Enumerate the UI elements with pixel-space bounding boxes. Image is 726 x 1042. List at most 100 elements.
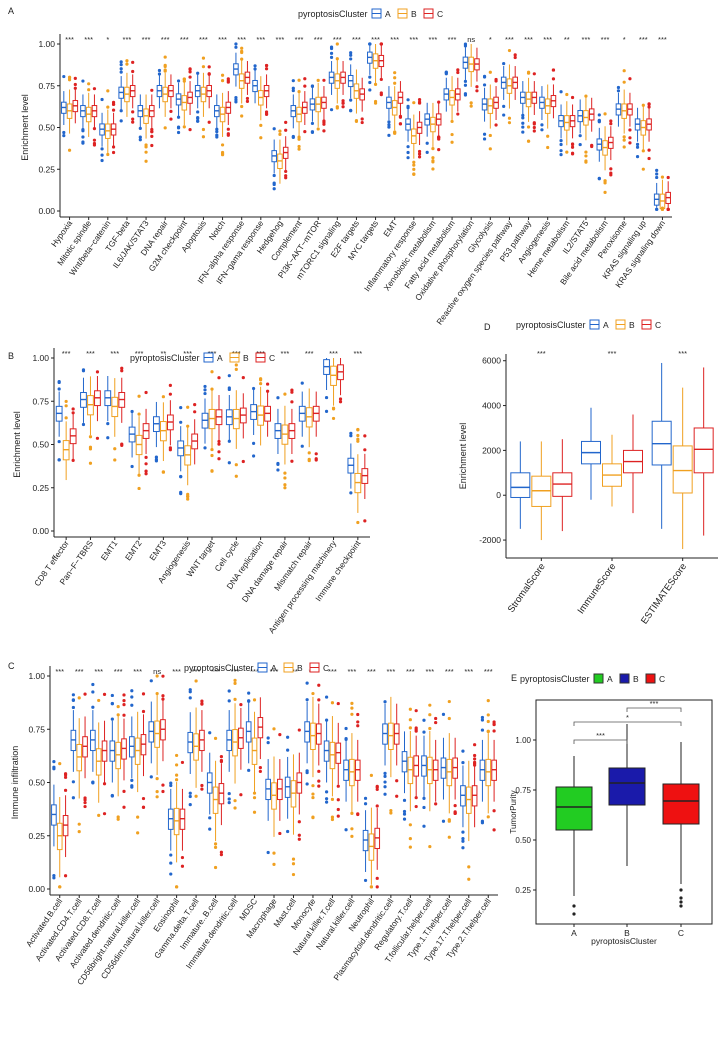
- outlier-point: [119, 63, 123, 67]
- legend-label-A: A: [603, 320, 609, 330]
- outlier-point: [316, 78, 320, 82]
- outlier-point: [252, 441, 256, 445]
- significance-label: ***: [183, 349, 192, 358]
- panel-label: D: [484, 322, 491, 332]
- outlier-point: [559, 149, 563, 153]
- outlier-point: [414, 796, 418, 800]
- outlier-point: [87, 82, 91, 86]
- significance-label: ***: [429, 35, 438, 44]
- outlier-point: [219, 754, 224, 759]
- outlier-point: [317, 769, 321, 773]
- outlier-point: [291, 79, 295, 83]
- outlier-point: [141, 796, 146, 801]
- outlier-point: [102, 692, 107, 696]
- y-tick-label: 1.00: [28, 671, 45, 681]
- outlier-point: [434, 802, 438, 806]
- outlier-point: [180, 864, 185, 868]
- outlier-point: [175, 778, 179, 782]
- y-tick-label: 0.75: [28, 724, 45, 734]
- outlier-point: [297, 837, 301, 841]
- outlier-point: [291, 134, 295, 139]
- outlier-point: [317, 683, 321, 687]
- outlier-point: [322, 78, 326, 82]
- outlier-point: [461, 839, 465, 843]
- outlier-point: [208, 731, 212, 735]
- outlier-point: [402, 817, 407, 821]
- outlier-point: [603, 112, 607, 116]
- outlier-point: [679, 904, 683, 908]
- outlier-point: [329, 51, 334, 55]
- outlier-point: [356, 520, 360, 525]
- outlier-point: [488, 147, 492, 151]
- outlier-point: [201, 127, 206, 132]
- outlier-point: [161, 470, 165, 474]
- y-tick-label: 1.00: [32, 353, 49, 363]
- outlier-point: [71, 693, 75, 697]
- y-tick-label: 0.25: [32, 483, 49, 493]
- panel-label: B: [8, 351, 14, 361]
- legend-label-A: A: [607, 674, 613, 684]
- outlier-point: [122, 805, 126, 809]
- outlier-point: [349, 53, 353, 57]
- y-axis-title: Immune infiltration: [10, 746, 20, 820]
- outlier-point: [182, 125, 186, 129]
- outlier-point: [408, 726, 412, 730]
- outlier-point: [609, 119, 613, 123]
- outlier-point: [215, 135, 219, 139]
- significance-label: ***: [135, 349, 144, 358]
- outlier-point: [486, 713, 490, 717]
- outlier-point: [106, 152, 110, 157]
- outlier-point: [71, 458, 75, 462]
- significance-label: ***: [276, 35, 285, 44]
- outlier-point: [456, 112, 460, 116]
- outlier-point: [447, 835, 451, 839]
- x-tick-label: ESTIMATEScore: [639, 561, 689, 626]
- outlier-point: [196, 116, 200, 121]
- bracket-line: [573, 739, 628, 744]
- outlier-point: [169, 853, 173, 857]
- outlier-point: [406, 150, 410, 155]
- outlier-point: [259, 123, 263, 127]
- legend-key-B: [619, 673, 630, 684]
- outlier-point: [406, 156, 410, 160]
- outlier-point: [217, 457, 221, 461]
- outlier-point: [227, 689, 231, 693]
- significance-label: ***: [348, 667, 357, 676]
- legend-label-C: C: [659, 674, 665, 684]
- legend-label-C: C: [437, 9, 443, 19]
- category-group: *** EMT2: [123, 349, 150, 562]
- significance-label: ***: [55, 667, 64, 676]
- outlier-point: [480, 728, 485, 732]
- box: [510, 472, 531, 498]
- outlier-point: [335, 57, 339, 61]
- outlier-point: [341, 99, 345, 103]
- outlier-point: [210, 387, 214, 391]
- outlier-point: [450, 119, 454, 124]
- outlier-point: [234, 463, 238, 467]
- outlier-point: [169, 861, 173, 865]
- significance-label: **: [160, 349, 166, 358]
- outlier-point: [463, 83, 468, 87]
- outlier-point: [395, 794, 399, 798]
- outlier-point: [247, 699, 251, 703]
- outlier-point: [130, 695, 134, 699]
- outlier-point: [310, 84, 315, 88]
- outlier-point: [220, 73, 225, 77]
- outlier-point: [155, 790, 159, 794]
- outlier-point: [422, 718, 426, 722]
- outlier-point: [81, 369, 86, 373]
- outlier-point: [441, 712, 446, 716]
- legend-label-C: C: [655, 320, 661, 330]
- outlier-point: [106, 421, 110, 426]
- x-tick-label: EMT1: [99, 538, 120, 562]
- outlier-point: [144, 462, 148, 466]
- outlier-point: [119, 67, 123, 71]
- outlier-point: [234, 100, 238, 104]
- outlier-point: [258, 766, 262, 770]
- outlier-point: [122, 789, 126, 793]
- outlier-point: [239, 703, 243, 707]
- outlier-point: [227, 699, 231, 703]
- category-group: ** EMT3: [147, 349, 174, 562]
- y-tick-label: 4000: [482, 401, 501, 411]
